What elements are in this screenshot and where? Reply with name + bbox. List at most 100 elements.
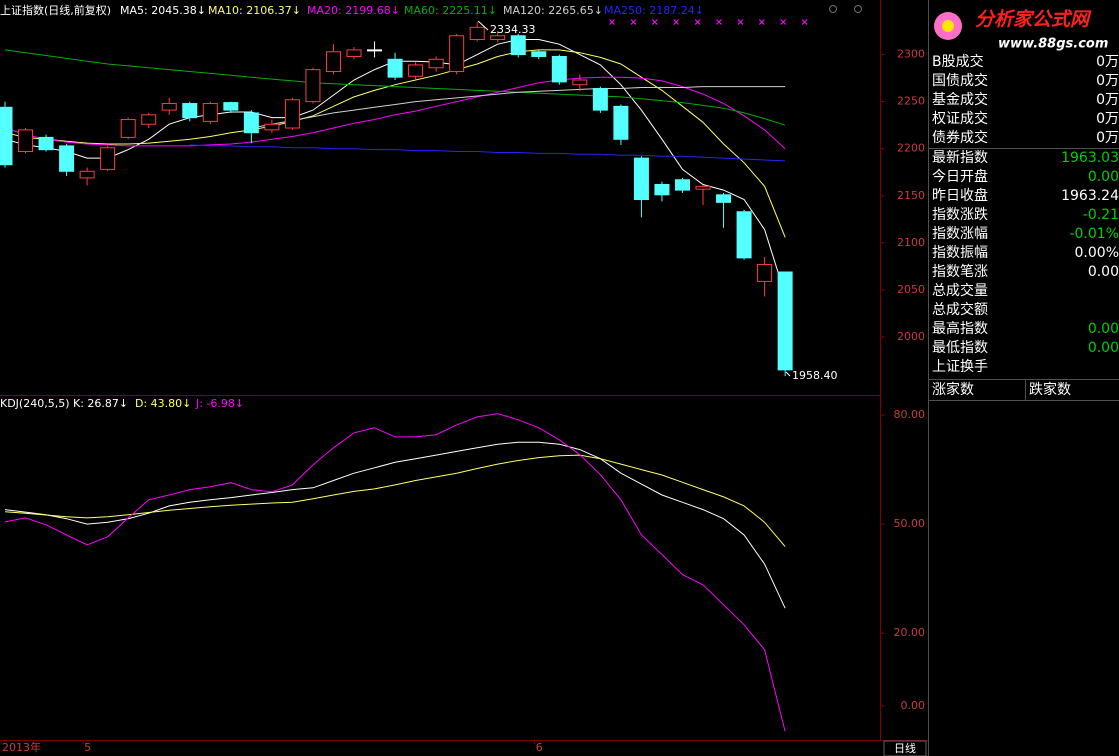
side-label: 指数涨幅: [932, 226, 988, 242]
candle-body: [674, 179, 690, 191]
y-tick-label: 0.00: [901, 699, 926, 712]
y-tick-label: 20.00: [894, 626, 926, 639]
side-label: 昨日收盘: [932, 187, 988, 204]
candle-body: [510, 35, 526, 56]
annotation-leader: [785, 371, 791, 377]
side-label: 指数涨跌: [932, 207, 988, 223]
signal-marker: [758, 19, 765, 25]
period-button-box[interactable]: [883, 740, 927, 756]
side-value: 0万: [1096, 73, 1119, 89]
side-label: 总成交量: [932, 282, 988, 299]
signal-marker: [673, 19, 680, 25]
signal-marker: [630, 19, 637, 25]
signal-marker: [737, 19, 744, 25]
candle-body: [305, 69, 321, 103]
x-tick-label: 6: [536, 741, 543, 754]
side-value: 0万: [1096, 111, 1119, 127]
y-tick-label: 2050: [897, 283, 925, 296]
candle-body: [469, 26, 485, 41]
candle-body: [777, 271, 793, 371]
side-value: 0.00: [1088, 169, 1119, 185]
side-label: 最新指数: [932, 150, 988, 166]
candle-body: [59, 145, 75, 172]
series-line: [4, 413, 786, 732]
candle-body: [613, 105, 629, 140]
series-line: [4, 49, 786, 126]
side-label: 指数笔涨: [932, 264, 988, 280]
side-value: 0万: [1096, 130, 1119, 146]
signal-marker: [609, 19, 615, 25]
candle-body: [120, 119, 136, 138]
side-value: 0万: [1096, 54, 1119, 70]
signal-marker: [801, 19, 808, 25]
side-value: -0.01%: [1069, 226, 1119, 242]
chart-title: 上证指数(日线,前复权): [0, 3, 111, 17]
series-line: [189, 144, 786, 162]
candle-body: [264, 123, 280, 131]
window-icon[interactable]: [829, 5, 837, 13]
x-tick-label: 5: [84, 741, 91, 754]
candle-body: [182, 103, 198, 119]
side-label: 最高指数: [932, 320, 988, 337]
candle-body: [161, 103, 177, 111]
candle-body: [100, 147, 116, 170]
legend-entry: MA120: 2265.65↓: [503, 4, 603, 17]
annotation-leader: [477, 20, 489, 31]
side-label: 上证换手: [932, 358, 988, 375]
side-label: 最低指数: [932, 340, 988, 356]
side-label: 基金成交: [932, 91, 988, 108]
series-line: [251, 86, 786, 129]
candle-body: [592, 87, 608, 111]
annotation: 1958.40: [792, 369, 838, 382]
side-footer: 涨家数: [932, 381, 974, 398]
y-tick-label: 2150: [897, 189, 925, 202]
candle-body: [490, 35, 506, 41]
window-icon[interactable]: [854, 5, 862, 13]
side-value: 0.00: [1088, 321, 1119, 337]
legend-entry: MA10: 2106.37↓: [208, 4, 301, 17]
logo: 分析家公式网 www.88gs.com: [934, 9, 1108, 52]
signal-marker: [651, 19, 658, 25]
y-tick-label: 2100: [897, 236, 925, 249]
annotation: 2334.33: [490, 23, 536, 36]
side-label: 今日开盘: [932, 168, 988, 185]
candle-body: [572, 79, 588, 86]
candle-body: [633, 157, 649, 201]
candle-body: [408, 64, 424, 77]
candle-body: [367, 49, 383, 52]
candle-body: [757, 263, 773, 282]
legend-entry: MA250: 2187.24↓: [604, 4, 704, 17]
y-tick-label: 2000: [897, 330, 925, 343]
candle-body: [449, 35, 465, 73]
candle-body: [223, 102, 239, 111]
y-tick-label: 2250: [897, 95, 925, 108]
candle-body: [38, 136, 54, 151]
y-tick-label: 2300: [897, 48, 925, 61]
chart-title: KDJ(240,5,5): [0, 397, 70, 410]
candle-body: [79, 170, 95, 179]
series-line: [4, 76, 786, 150]
logo-url: www.88gs.com: [998, 37, 1108, 52]
legend-entry: D: 43.80↓: [135, 397, 191, 410]
series-line: [4, 454, 786, 547]
logo-name: 分析家公式网: [975, 9, 1092, 31]
candle-body: [346, 49, 362, 57]
legend-entry: J: -6.98↓: [195, 397, 244, 410]
signal-marker: [694, 19, 701, 25]
period-button[interactable]: 日线: [894, 741, 916, 755]
legend-entry: MA20: 2199.68↓: [307, 4, 400, 17]
y-tick-label: 2200: [897, 142, 925, 155]
candle-body: [695, 185, 711, 190]
candle-body: [18, 129, 34, 153]
candle-body: [428, 58, 444, 69]
legend-entry: MA60: 2225.11↓: [404, 4, 497, 17]
candle-body: [243, 112, 259, 134]
side-label: 权证成交: [932, 110, 988, 127]
candle-body: [387, 58, 403, 78]
candle-body: [654, 183, 670, 196]
candle-body: [551, 55, 567, 83]
side-value: -0.21: [1083, 207, 1119, 223]
side-value: 0万: [1096, 92, 1119, 108]
